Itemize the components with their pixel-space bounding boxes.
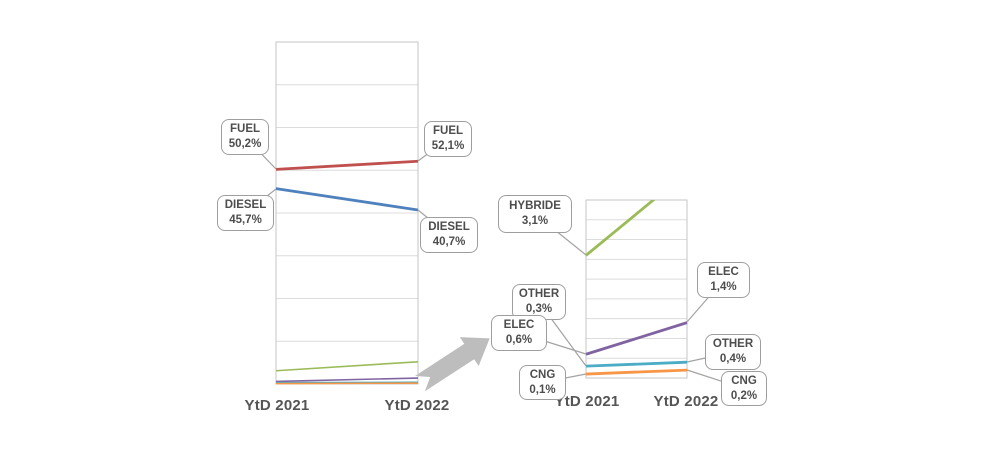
callout-diesel-2021: DIESEL 45,7% [217, 195, 274, 231]
callout-series-name: CNG [731, 374, 757, 387]
series-line-hybride-chart1 [585, 200, 656, 257]
callout-series-name: DIESEL [428, 221, 470, 234]
callout-series-name: CNG [529, 368, 556, 381]
callout-other-2022: OTHER 0,4% [705, 334, 761, 370]
zoom-chart-x-label-ytd-2022: YtD 2022 [653, 393, 719, 410]
callout-series-name: FUEL [229, 123, 261, 136]
series-line-elec-chart1 [585, 321, 688, 356]
series-line-hybride-chart0 [275, 360, 419, 372]
callout-diesel-2022: DIESEL 40,7% [420, 217, 478, 253]
callout-fuel-2021: FUEL 50,2% [221, 119, 269, 155]
callout-series-name: ELEC [503, 319, 535, 332]
series-line-diesel-chart0 [275, 187, 419, 212]
callout-series-name: DIESEL [224, 199, 267, 212]
zoom-arrow-icon [415, 337, 490, 392]
callout-cng-2022: CNG 0,2% [721, 371, 767, 406]
main-chart-x-label-ytd-2022: YtD 2022 [384, 397, 450, 414]
callout-value: 45,7% [229, 214, 262, 226]
callout-value: 0,3% [525, 303, 553, 315]
callout-value: 50,2% [228, 138, 262, 150]
callout-hybride-2021: HYBRIDE 3,1% [498, 195, 572, 233]
main-chart-x-label-ytd-2021: YtD 2021 [244, 397, 310, 414]
callout-value: 0,4% [719, 353, 747, 365]
callout-series-name: FUEL [432, 125, 464, 138]
series-line-elec-chart0 [275, 377, 419, 383]
callout-value: 0,1% [529, 383, 556, 396]
callout-series-name: HYBRIDE [509, 200, 561, 213]
series-line-other-chart1 [585, 360, 688, 368]
callout-fuel-2022: FUEL 52,1% [424, 121, 472, 157]
zoom-chart-x-label-ytd-2021: YtD 2021 [554, 393, 620, 410]
callout-elec-2021: ELEC 0,6% [491, 315, 547, 351]
plot-border [585, 199, 688, 379]
callout-series-name: ELEC [708, 266, 739, 279]
callout-elec-2022: ELEC 1,4% [697, 262, 750, 298]
callout-value: 52,1% [431, 140, 465, 152]
callout-series-name: OTHER [518, 288, 560, 301]
callout-value: 1,4% [710, 281, 737, 293]
zoom-arrow-shape [415, 337, 490, 392]
callout-cng-2021: CNG 0,1% [519, 365, 566, 400]
callout-value: 0,2% [730, 389, 758, 402]
callout-value: 3,1% [521, 215, 549, 227]
callout-series-name: OTHER [712, 338, 754, 351]
series-line-fuel-chart0 [275, 159, 419, 171]
callout-value: 0,6% [505, 334, 533, 346]
callout-other-2021: OTHER 0,3% [512, 284, 566, 320]
series-line-cng-chart1 [585, 368, 688, 376]
callout-value: 40,7% [432, 236, 466, 248]
